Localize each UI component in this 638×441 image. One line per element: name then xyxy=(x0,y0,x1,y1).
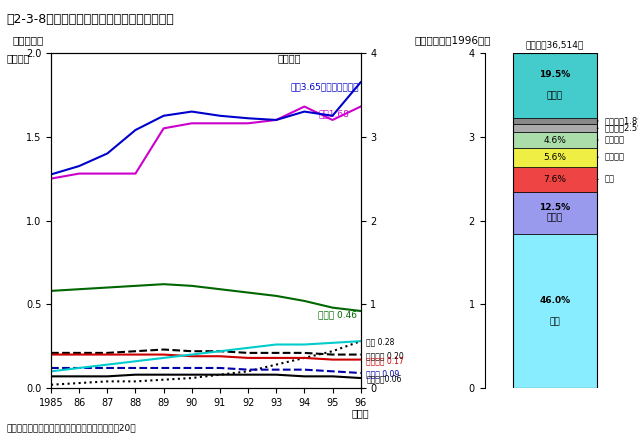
FancyBboxPatch shape xyxy=(513,132,597,148)
FancyBboxPatch shape xyxy=(513,148,597,167)
FancyBboxPatch shape xyxy=(513,234,597,388)
Text: フランス 0.20: フランス 0.20 xyxy=(366,351,404,360)
X-axis label: （年）: （年） xyxy=(352,408,369,418)
Text: 46.0%

米国: 46.0% 米国 xyxy=(539,296,570,326)
FancyBboxPatch shape xyxy=(513,118,597,124)
Text: 12.5%
ドイツ: 12.5% ドイツ xyxy=(539,203,570,223)
Title: 出願合計36,514件: 出願合計36,514件 xyxy=(526,41,584,49)
Text: 4.6%: 4.6% xyxy=(544,135,567,145)
Text: （２）内訳（1996年）: （２）内訳（1996年） xyxy=(415,35,491,45)
Text: オランダ1.8%: オランダ1.8% xyxy=(597,116,638,125)
Text: フランス: フランス xyxy=(597,153,624,162)
Text: 7.6%: 7.6% xyxy=(544,175,567,184)
Text: 韓国 0.28: 韓国 0.28 xyxy=(366,337,395,347)
FancyBboxPatch shape xyxy=(513,167,597,192)
Text: 韓国: 韓国 xyxy=(597,175,614,184)
Text: オランダ0.06: オランダ0.06 xyxy=(366,374,402,383)
FancyBboxPatch shape xyxy=(513,52,597,118)
FancyBboxPatch shape xyxy=(513,192,597,234)
Text: 合計3.65（右の目盛り）: 合計3.65（右の目盛り） xyxy=(290,83,359,92)
FancyBboxPatch shape xyxy=(513,124,597,132)
Text: 資料：特許庁「特許庁年報」（参照：付属資料20）: 資料：特許庁「特許庁年報」（参照：付属資料20） xyxy=(6,423,136,432)
Text: （１）推移: （１）推移 xyxy=(13,35,44,45)
Text: 5.6%: 5.6% xyxy=(544,153,567,162)
Text: （万件）: （万件） xyxy=(278,53,301,63)
Text: 第2-3-8図　我が国への外国人の特許出願件数: 第2-3-8図 我が国への外国人の特許出願件数 xyxy=(6,13,174,26)
Text: ドイツ 0.46: ドイツ 0.46 xyxy=(318,311,357,320)
Text: イギリス 0.17: イギリス 0.17 xyxy=(366,356,404,365)
Text: イギリス: イギリス xyxy=(597,135,624,145)
Text: （万件）: （万件） xyxy=(6,53,30,63)
Text: 19.5%

その他: 19.5% その他 xyxy=(539,71,570,100)
Text: 米国1.68: 米国1.68 xyxy=(318,110,350,119)
Text: スイス　2.5%: スイス 2.5% xyxy=(597,123,638,133)
Text: スイス 0.09: スイス 0.09 xyxy=(366,369,399,378)
